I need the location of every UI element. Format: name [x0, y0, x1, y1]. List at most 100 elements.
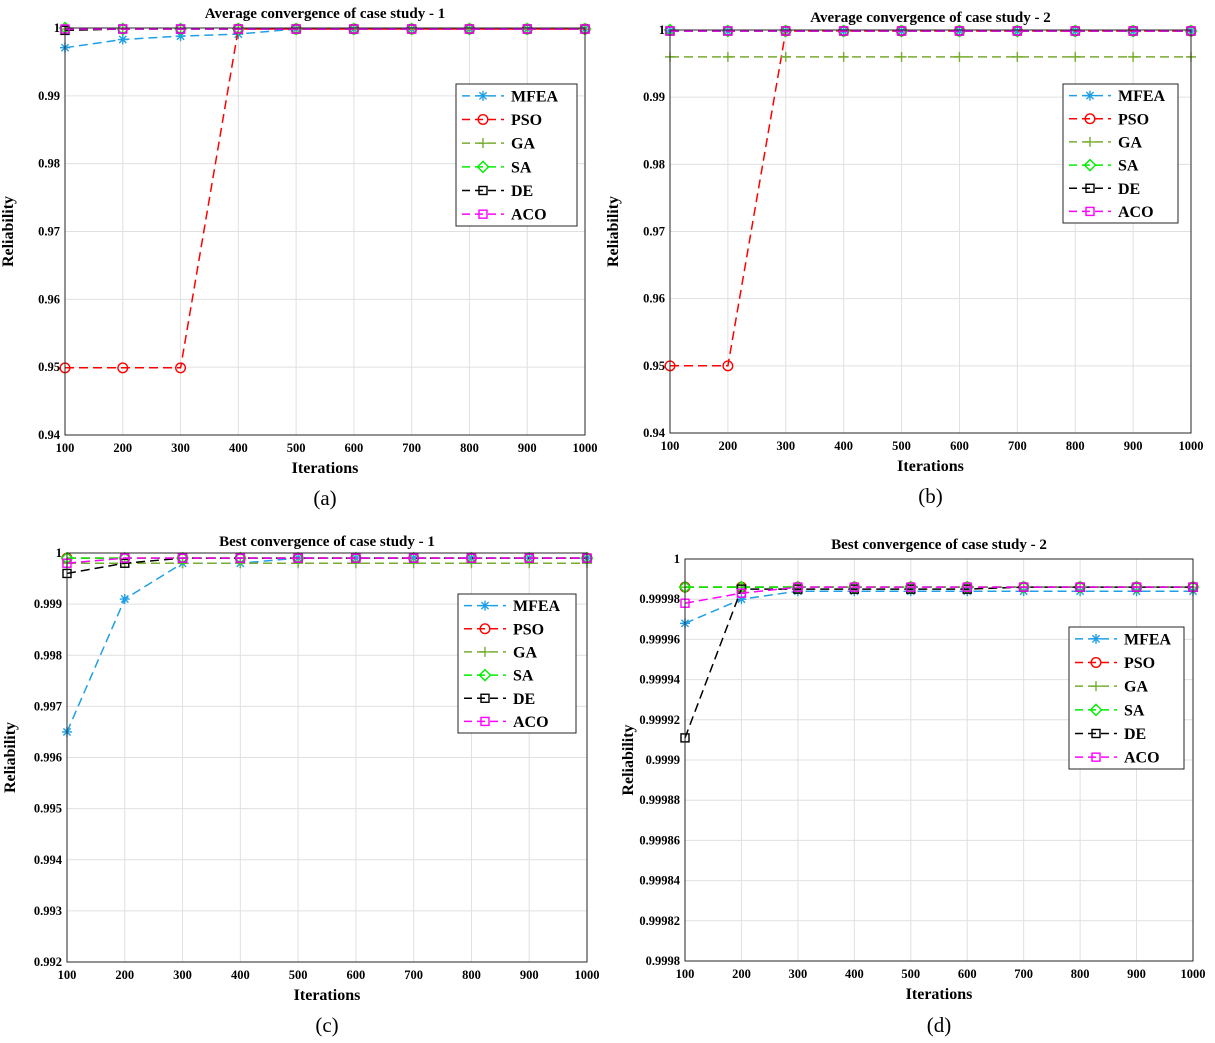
y-tick-label: 0.99996 [639, 632, 680, 646]
legend-entry-de: DE [1069, 181, 1140, 198]
data-point-mfea [1012, 26, 1023, 37]
y-axis-label: Reliability [620, 724, 637, 795]
series-line [65, 28, 585, 369]
panel-caption: (c) [315, 1013, 338, 1037]
y-tick-label: 0.995 [34, 802, 62, 816]
data-point-aco [793, 582, 803, 592]
data-point-mfea [117, 34, 128, 45]
data-point-aco [349, 24, 359, 34]
x-tick-label: 100 [58, 968, 77, 982]
data-point-ga [896, 51, 907, 62]
x-axis-label: Iterations [292, 460, 359, 477]
data-point-aco [408, 553, 419, 563]
y-tick-label: 0.99986 [639, 833, 680, 847]
series-aco [680, 582, 1198, 608]
y-tick-label: 0.997 [34, 699, 62, 713]
data-point-mfea [954, 26, 965, 37]
series-line [684, 590, 1193, 624]
legend-entry-pso: PSO [462, 112, 542, 129]
data-point-pso [175, 362, 187, 374]
data-point-aco [896, 26, 907, 36]
data-point-aco [351, 553, 361, 563]
data-point-de [120, 558, 130, 568]
axes-box [669, 29, 1192, 434]
legend-label: MFEA [1118, 88, 1166, 105]
legend-entry-ga: GA [464, 644, 537, 661]
legend-label: PSO [511, 112, 542, 129]
legend-label: DE [1124, 726, 1146, 743]
data-point-aco [781, 26, 791, 36]
legend: MFEA PSO GA SA DE ACO [1068, 626, 1185, 770]
y-tick-label: 1 [674, 552, 680, 566]
legend-label: MFEA [1124, 631, 1172, 648]
x-tick-label: 900 [1124, 439, 1143, 453]
legend-label: PSO [513, 621, 544, 638]
y-tick-label: 0.9999 [646, 753, 680, 767]
y-tick-label: 0.996 [34, 751, 62, 765]
legend-label: DE [511, 183, 533, 200]
data-point-aco [293, 553, 303, 563]
y-tick-label: 0.999 [34, 597, 62, 611]
y-tick-label: 0.992 [34, 955, 62, 969]
legend: MFEA PSO GA SA DE ACO [1062, 83, 1179, 224]
data-point-aco [906, 582, 916, 592]
y-tick-label: 0.99 [643, 90, 665, 104]
legend-label: SA [1118, 158, 1139, 175]
legend-label: PSO [1124, 655, 1155, 672]
x-tick-label: 300 [789, 967, 808, 981]
data-point-ga [722, 51, 733, 62]
legend-entry-mfea: MFEA [1075, 631, 1172, 648]
x-tick-label: 800 [460, 441, 479, 455]
data-point-aco [177, 553, 188, 563]
legend-entry-sa: SA [1075, 702, 1145, 719]
data-point-ga [1012, 51, 1023, 62]
data-point-pso [117, 362, 129, 374]
x-tick-label: 600 [347, 968, 366, 982]
legend-label: ACO [1124, 750, 1160, 767]
y-tick-label: 0.94 [643, 426, 666, 440]
legend-entry-sa: SA [462, 159, 532, 176]
y-tick-label: 0.97 [38, 225, 60, 239]
legend-label: SA [513, 668, 534, 685]
legend-entry-aco: ACO [464, 714, 549, 731]
data-point-aco [1018, 582, 1029, 592]
chart-panel-1: 100 200 300 400 500 600 700 800 900 1000 0.94 0.95 0… [0, 6, 598, 510]
legend-entry-mfea: MFEA [462, 88, 559, 105]
data-point-aco [120, 553, 130, 563]
data-point-mfea [175, 31, 186, 42]
x-tick-label: 700 [1014, 967, 1033, 981]
legend-entry-pso: PSO [1075, 655, 1155, 672]
data-point-aco [522, 24, 532, 34]
legend-label: ACO [1118, 204, 1154, 221]
y-axis-label: Reliability [0, 196, 17, 267]
x-tick-label: 800 [1071, 967, 1090, 981]
legend-label: DE [513, 691, 535, 708]
legend-label: PSO [1118, 111, 1149, 128]
legend-entry-mfea: MFEA [464, 598, 561, 615]
y-tick-label: 1 [56, 546, 62, 560]
data-point-aco [736, 588, 747, 598]
x-axis-label: Iterations [906, 986, 973, 1003]
legend-label: SA [1124, 702, 1145, 719]
y-tick-label: 0.95 [38, 360, 60, 374]
y-tick-label: 0.998 [34, 648, 62, 662]
data-point-aco [1075, 582, 1085, 592]
y-tick-label: 0.96 [38, 292, 60, 306]
x-tick-label: 900 [518, 441, 537, 455]
legend-label: DE [1118, 181, 1140, 198]
y-tick-label: 0.96 [643, 292, 665, 306]
data-point-aco [235, 553, 246, 563]
x-tick-label: 700 [1008, 439, 1027, 453]
axes-box [64, 27, 586, 436]
y-tick-label: 0.99994 [639, 673, 680, 687]
data-point-aco [406, 24, 417, 34]
data-point-aco [291, 24, 301, 34]
data-point-aco [838, 26, 849, 36]
data-point-aco [464, 24, 475, 34]
y-tick-label: 0.9998 [646, 954, 680, 968]
legend-label: MFEA [513, 598, 561, 615]
panel-caption: (a) [313, 486, 336, 510]
x-tick-label: 1000 [1179, 439, 1204, 453]
y-axis-label: Reliability [2, 722, 19, 793]
